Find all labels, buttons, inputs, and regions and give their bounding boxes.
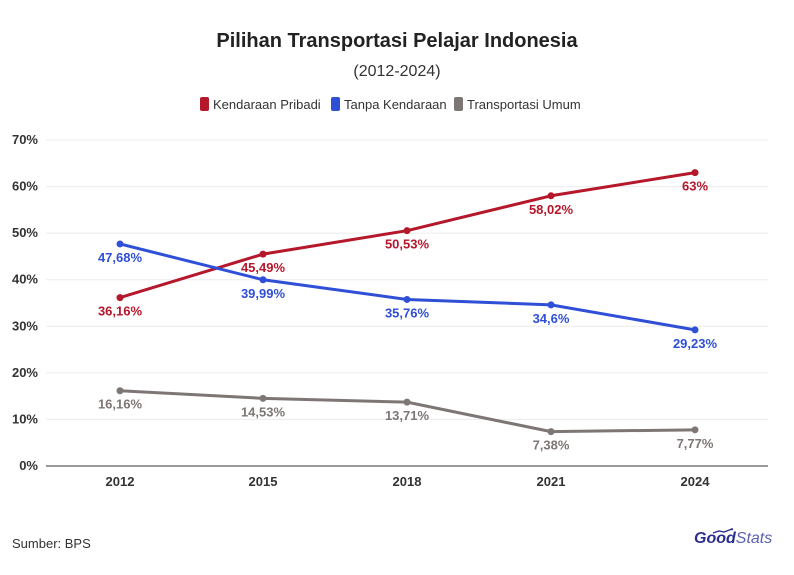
series-group: 36,16% 45,49% 50,53% 58,02% 63% 47,68% 39,99% 3… — [98, 169, 718, 453]
legend-label: Transportasi Umum — [467, 97, 581, 112]
y-tick-label: 30% — [12, 318, 38, 333]
x-tick-label: 2018 — [393, 474, 422, 489]
data-label: 13,71% — [385, 408, 430, 423]
brand-good: Good — [694, 530, 736, 547]
y-tick-label: 40% — [12, 272, 38, 287]
data-point — [547, 192, 555, 200]
y-tick-label: 20% — [12, 365, 38, 380]
data-label: 34,6% — [533, 311, 570, 326]
y-axis: 0% 10% 20% 30% 40% 50% 60% 70% — [12, 132, 38, 473]
legend-swatch — [331, 97, 340, 111]
data-label: 7,77% — [677, 436, 714, 451]
data-label: 35,76% — [385, 305, 430, 320]
data-point — [403, 227, 411, 235]
y-tick-label: 70% — [12, 132, 38, 147]
goodstats-logo-mark — [712, 528, 734, 534]
y-tick-label: 60% — [12, 179, 38, 194]
data-point — [547, 428, 555, 436]
data-label: 50,53% — [385, 237, 430, 252]
data-label: 36,16% — [98, 304, 143, 319]
data-point — [259, 250, 267, 258]
data-label: 16,16% — [98, 397, 143, 412]
data-point — [259, 394, 267, 402]
data-point — [403, 295, 411, 303]
data-point — [259, 276, 267, 284]
data-label: 58,02% — [529, 202, 574, 217]
legend-swatch — [454, 97, 463, 111]
y-tick-label: 0% — [19, 458, 38, 473]
data-label: 29,23% — [673, 336, 718, 351]
chart-subtitle: (2012-2024) — [353, 63, 440, 80]
data-label: 7,38% — [533, 438, 570, 453]
legend-label: Kendaraan Pribadi — [213, 97, 321, 112]
goodstats-logo: GoodStats — [694, 530, 772, 548]
data-point — [691, 169, 699, 177]
data-label: 45,49% — [241, 260, 286, 275]
x-tick-label: 2024 — [681, 474, 711, 489]
data-point — [547, 301, 555, 309]
x-tick-label: 2015 — [249, 474, 278, 489]
x-axis: 2012 2015 2018 2021 2024 — [106, 474, 711, 489]
data-point — [691, 426, 699, 434]
data-point — [116, 387, 124, 395]
source-note: Sumber: BPS — [12, 536, 91, 551]
data-label: 63% — [682, 179, 708, 194]
data-label: 14,53% — [241, 404, 286, 419]
data-point — [116, 240, 124, 248]
brand-stats: Stats — [735, 530, 773, 547]
x-tick-label: 2021 — [537, 474, 566, 489]
data-point — [403, 398, 411, 406]
legend: Kendaraan Pribadi Tanpa Kendaraan Transpor… — [200, 97, 581, 112]
data-label: 39,99% — [241, 286, 286, 301]
data-label: 47,68% — [98, 250, 143, 265]
data-point — [116, 294, 124, 302]
legend-swatch — [200, 97, 209, 111]
chart-title: Pilihan Transportasi Pelajar Indonesia — [216, 30, 578, 52]
y-tick-label: 10% — [12, 411, 38, 426]
legend-label: Tanpa Kendaraan — [344, 97, 447, 112]
data-point — [691, 326, 699, 334]
y-tick-label: 50% — [12, 225, 38, 240]
series-line — [119, 171, 696, 300]
x-tick-label: 2012 — [106, 474, 135, 489]
